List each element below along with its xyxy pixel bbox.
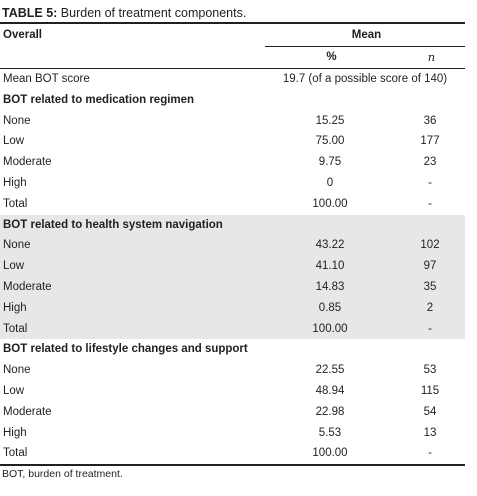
table-row: Total 100.00- — [0, 443, 465, 467]
row-n: 177 — [420, 135, 440, 148]
table-row: Moderate 22.98 54 — [0, 402, 465, 423]
table-row: Total 100.00- — [0, 318, 465, 340]
row-percent: 100.00 — [312, 197, 348, 210]
row-label: Total — [3, 197, 28, 210]
row-percent: 41.10 — [265, 256, 395, 277]
row-n: - — [428, 176, 432, 189]
row-label: High — [3, 176, 27, 189]
row-label: Low — [3, 384, 25, 397]
row-label: None — [3, 364, 31, 377]
burden-of-treatment-table: Overall Mean % n Mean BOT score 19.7 (of… — [0, 22, 465, 467]
row-n: 102 — [395, 235, 465, 257]
header-row-1: Overall Mean — [0, 22, 465, 47]
table-row: High 5.53 13 — [0, 423, 465, 444]
table-row: Moderate 14.83 35 — [0, 276, 465, 298]
section-header-row: BOT related to lifestyle changes and sup… — [0, 339, 465, 360]
row-n: - — [428, 197, 432, 210]
mean-bot-row: Mean BOT score 19.7 (of a possible score… — [0, 69, 465, 90]
row-label: None — [0, 235, 265, 257]
row-percent: 48.94 — [315, 384, 345, 397]
mean-bot-value: 19.7 (of a possible score of 140) — [282, 73, 448, 85]
row-percent: 75.00 — [315, 135, 345, 148]
header-blank — [0, 46, 265, 69]
row-label: Low — [0, 256, 265, 277]
table-caption-text: Burden of treatment components. — [57, 6, 247, 20]
row-n: - — [395, 443, 465, 467]
row-label: Total — [0, 443, 265, 467]
row-percent: 14.83 — [265, 276, 395, 298]
table-row: None 43.22 102 — [0, 235, 465, 257]
row-label: Low — [3, 135, 25, 148]
table-row: None 22.55 53 — [0, 360, 465, 381]
row-n: 54 — [423, 405, 437, 418]
table-footnote: BOT, burden of treatment. — [2, 468, 123, 480]
table-row: Moderate 9.75 23 — [0, 152, 465, 173]
row-label: Moderate — [0, 276, 265, 298]
header-mean: Mean — [265, 22, 465, 47]
row-percent: 9.75 — [318, 156, 342, 169]
mean-bot-label: Mean BOT score — [3, 73, 90, 85]
table-row: Low 41.10 97 — [0, 256, 465, 277]
table-caption: TABLE 5: Burden of treatment components. — [2, 6, 246, 20]
row-n: 36 — [423, 114, 437, 127]
row-n: - — [395, 318, 465, 340]
row-percent: 100.00 — [265, 443, 395, 467]
section-header-row: BOT related to medication regimen — [0, 90, 465, 111]
row-percent: 43.22 — [265, 235, 395, 257]
row-label: Total — [0, 318, 265, 340]
row-percent: 100.00 — [265, 318, 395, 340]
row-label: Moderate — [3, 156, 52, 169]
row-n: 115 — [420, 384, 440, 397]
row-n: 53 — [423, 364, 437, 377]
row-percent: 0 — [326, 176, 334, 189]
section-title: BOT related to medication regimen — [3, 93, 195, 106]
row-label: Moderate — [3, 405, 52, 418]
row-n: 97 — [395, 256, 465, 277]
row-n: 35 — [395, 276, 465, 298]
section-title: BOT related to lifestyle changes and sup… — [3, 343, 248, 356]
section-header-row: BOT related to health system navigation — [0, 214, 465, 236]
row-label: High — [0, 297, 265, 319]
row-label: None — [3, 114, 31, 127]
header-overall: Overall — [0, 22, 265, 47]
header-n: n — [395, 46, 465, 69]
table-row: High 0 - — [0, 173, 465, 194]
row-percent: 0.85 — [265, 297, 395, 319]
table-row: Low 48.94 115 — [0, 381, 465, 402]
header-percent: % — [265, 46, 395, 69]
row-label: High — [3, 426, 27, 439]
table-row: High 0.85 2 — [0, 297, 465, 319]
table-row: None 15.25 36 — [0, 111, 465, 132]
section-title: BOT related to health system navigation — [0, 214, 465, 236]
row-percent: 22.98 — [315, 405, 345, 418]
row-n: 23 — [423, 156, 437, 169]
table-row: Low 75.00 177 — [0, 131, 465, 152]
table-row: Total 100.00 - — [0, 194, 465, 215]
row-percent: 5.53 — [318, 426, 342, 439]
header-row-2: % n — [0, 46, 465, 69]
row-n: 2 — [395, 297, 465, 319]
row-n: 13 — [423, 426, 437, 439]
row-percent: 22.55 — [315, 364, 345, 377]
row-percent: 15.25 — [315, 114, 345, 127]
table-caption-label: TABLE 5: — [2, 6, 58, 20]
